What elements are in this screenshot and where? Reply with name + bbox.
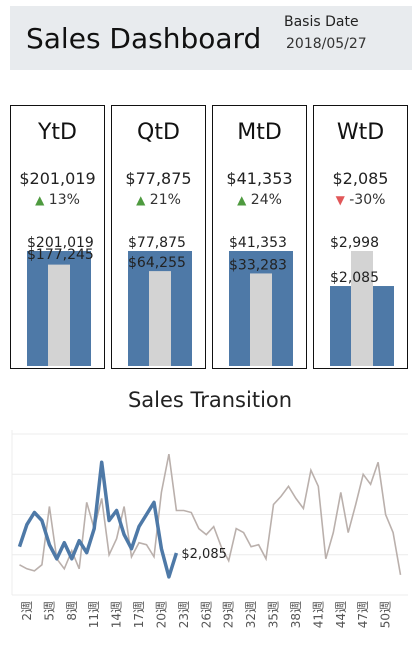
x-tick-label: 44週: [334, 601, 348, 628]
kpi-bar-chart: $201,019 $177,245: [27, 235, 94, 366]
kpi-change-percent: -30%: [349, 192, 386, 208]
kpi-period-label: MtD: [237, 120, 282, 145]
kpi-change-percent: 24%: [250, 192, 282, 208]
x-tick-label: 32週: [244, 601, 258, 628]
kpi-period-label: YtD: [37, 120, 77, 145]
kpi-period-label: QtD: [137, 120, 180, 145]
basis-date-value: 2018/05/27: [286, 36, 367, 52]
header-banner: Sales Dashboard Basis Date 2018/05/27: [10, 6, 412, 70]
kpi-value: $201,019: [19, 169, 96, 188]
x-tick-label: 29週: [222, 601, 236, 628]
previous-bar-label: $177,245: [27, 247, 94, 263]
triangle-up-icon: ▲: [136, 193, 146, 207]
kpi-card-wtd[interactable]: WtD $2,085 ▼ -30% $2,085 $2,998: [313, 105, 408, 369]
kpi-bar-chart: $41,353 $33,283: [229, 235, 293, 366]
x-tick-label: 17週: [132, 601, 146, 628]
x-tick-label: 23週: [177, 601, 191, 628]
previous-bar[interactable]: [48, 264, 70, 366]
kpi-card-mtd[interactable]: MtD $41,353 ▲ 24% $41,353 $33,283: [212, 105, 307, 369]
kpi-value: $2,085: [332, 169, 389, 188]
previous-bar-label: $33,283: [229, 257, 287, 273]
current-bar-label: $2,085: [330, 270, 379, 286]
x-tick-label: 5週: [42, 601, 56, 621]
kpi-change: ▲ 13%: [11, 192, 104, 208]
kpi-value: $77,875: [125, 169, 192, 188]
current-bar-label: $77,875: [128, 235, 186, 251]
x-tick-label: 26週: [199, 601, 213, 628]
triangle-up-icon: ▲: [35, 193, 45, 207]
current-bar-label: $41,353: [229, 235, 287, 251]
triangle-down-icon: ▼: [335, 193, 345, 207]
previous-bar-label: $2,998: [330, 235, 379, 251]
sales-transition-line-chart: $2,085 2週 5週 8週 11週 14週 17週 20週 23週 26週 29週 32週 35週…: [11, 430, 408, 628]
x-tick-label: 38週: [289, 601, 303, 628]
dashboard-title: Sales Dashboard: [26, 22, 262, 55]
kpi-change: ▲ 24%: [213, 192, 306, 208]
kpi-card-ytd[interactable]: YtD $201,019 ▲ 13% $201,019 $177,245: [10, 105, 105, 369]
triangle-up-icon: ▲: [237, 193, 247, 207]
x-tick-label: 11週: [87, 601, 101, 628]
kpi-bar-chart: $77,875 $64,255: [128, 235, 192, 366]
sales-transition-title: Sales Transition: [127, 388, 293, 412]
x-tick-label: 14週: [110, 601, 124, 628]
x-tick-label: 47週: [356, 601, 370, 628]
kpi-value: $41,353: [226, 169, 293, 188]
previous-bar[interactable]: [149, 271, 171, 366]
basis-date-label: Basis Date: [284, 14, 359, 30]
x-tick-label: 35週: [267, 601, 281, 628]
x-tick-label: 8週: [65, 601, 79, 621]
kpi-period-label: WtD: [336, 120, 385, 145]
kpi-change: ▲ 21%: [112, 192, 205, 208]
x-axis-tick-labels: 2週 5週 8週 11週 14週 17週 20週 23週 26週 29週 32週 35週 38週 41週 4…: [20, 601, 393, 628]
kpi-bar-chart: $2,085 $2,998: [330, 235, 394, 366]
current-end-value-label: $2,085: [181, 547, 227, 562]
x-tick-label: 41週: [311, 601, 325, 628]
kpi-change-percent: 21%: [149, 192, 181, 208]
previous-bar[interactable]: [351, 251, 373, 366]
x-tick-label: 50週: [379, 601, 393, 628]
kpi-change: ▼ -30%: [314, 192, 407, 208]
previous-bar-label: $64,255: [128, 255, 186, 271]
kpi-change-percent: 13%: [48, 192, 80, 208]
previous-bar[interactable]: [250, 273, 272, 366]
x-tick-label: 20週: [154, 601, 168, 628]
x-tick-label: 2週: [20, 601, 34, 621]
kpi-card-qtd[interactable]: QtD $77,875 ▲ 21% $77,875 $64,255: [111, 105, 206, 369]
previous-year-sales-line[interactable]: [19, 453, 402, 576]
current-bar-label: $201,019: [27, 235, 94, 251]
chart-gridlines: [11, 430, 408, 596]
current-year-sales-line[interactable]: [17, 460, 179, 579]
